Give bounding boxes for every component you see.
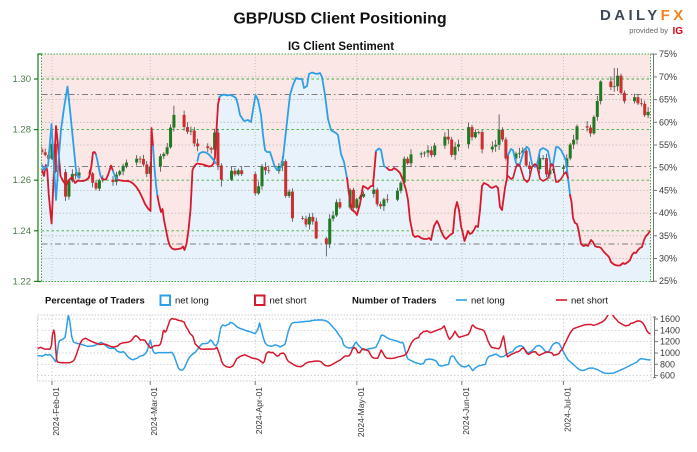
svg-text:1.22: 1.22 [13, 276, 32, 287]
svg-text:55%: 55% [659, 140, 677, 150]
svg-text:net short: net short [270, 296, 307, 307]
svg-text:800: 800 [660, 359, 675, 369]
svg-text:2024-Feb-01: 2024-Feb-01 [51, 387, 61, 436]
svg-text:2024-Mar-01: 2024-Mar-01 [149, 387, 159, 436]
svg-text:600: 600 [660, 371, 675, 381]
svg-text:25%: 25% [659, 276, 677, 286]
svg-text:IG: IG [672, 26, 683, 37]
svg-text:2024-Jun-01: 2024-Jun-01 [461, 387, 471, 435]
svg-text:70%: 70% [659, 72, 677, 82]
svg-text:net long: net long [175, 296, 209, 307]
svg-text:1.26: 1.26 [13, 175, 32, 186]
svg-text:60%: 60% [659, 117, 677, 127]
svg-text:1600: 1600 [660, 314, 680, 324]
svg-text:net long: net long [471, 296, 505, 307]
svg-text:1.28: 1.28 [13, 125, 32, 136]
svg-text:1.24: 1.24 [13, 226, 32, 237]
svg-text:DAILYFX: DAILYFX [600, 7, 687, 24]
svg-text:provided by: provided by [629, 26, 668, 35]
svg-text:Number of Traders: Number of Traders [352, 296, 436, 307]
svg-text:75%: 75% [659, 49, 677, 59]
svg-text:GBP/USD Client Positioning: GBP/USD Client Positioning [233, 11, 446, 28]
svg-text:1.30: 1.30 [13, 74, 32, 85]
svg-text:Percentage of Traders: Percentage of Traders [45, 296, 145, 307]
svg-text:1400: 1400 [660, 325, 680, 335]
svg-text:45%: 45% [659, 185, 677, 195]
svg-text:1200: 1200 [660, 337, 680, 347]
svg-text:40%: 40% [659, 208, 677, 218]
svg-text:2024-Jul-01: 2024-Jul-01 [563, 387, 573, 432]
svg-text:35%: 35% [659, 231, 677, 241]
svg-text:1000: 1000 [660, 348, 680, 358]
svg-text:50%: 50% [659, 163, 677, 173]
svg-text:30%: 30% [659, 254, 677, 264]
svg-text:2024-May-01: 2024-May-01 [356, 387, 366, 437]
svg-text:2024-Apr-01: 2024-Apr-01 [254, 387, 264, 435]
svg-text:IG Client Sentiment: IG Client Sentiment [288, 41, 394, 53]
svg-text:65%: 65% [659, 95, 677, 105]
svg-text:net short: net short [571, 296, 608, 307]
